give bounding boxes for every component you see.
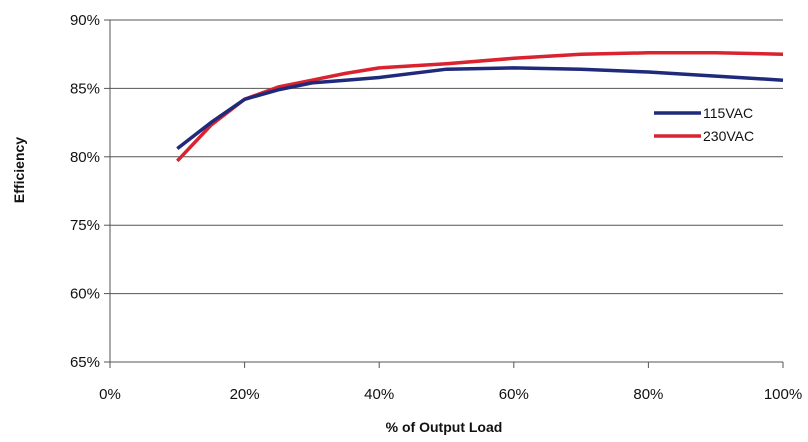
x-tick-label: 80% [633,386,663,403]
y-tick-label: 85% [70,80,100,97]
x-tick-label: 40% [364,386,394,403]
y-axis-title: Efficiency [11,137,27,203]
x-tick-label: 0% [99,386,121,403]
legend-label: 230VAC [703,128,754,144]
legend-label: 115VAC [703,105,753,121]
y-tick-label: 80% [70,149,100,166]
y-tick-label: 60% [70,286,100,303]
series-line-115vac [176,66,784,150]
axes [109,20,784,368]
series-lines [176,51,784,163]
x-tick-label: 20% [230,386,260,403]
x-tick-label: 100% [764,386,802,403]
legend: 115VAC 230VAC [654,105,754,144]
y-tick-label: 90% [70,12,100,29]
x-tick-labels: 0% 20% 40% 60% 80% 100% [99,386,802,403]
y-tick-labels: 90% 85% 80% 75% 60% 65% [70,12,100,371]
y-tick-label: 75% [70,217,100,234]
x-axis-title: % of Output Load [386,419,503,435]
y-tick-label: 65% [70,354,100,371]
x-tick-label: 60% [499,386,529,403]
